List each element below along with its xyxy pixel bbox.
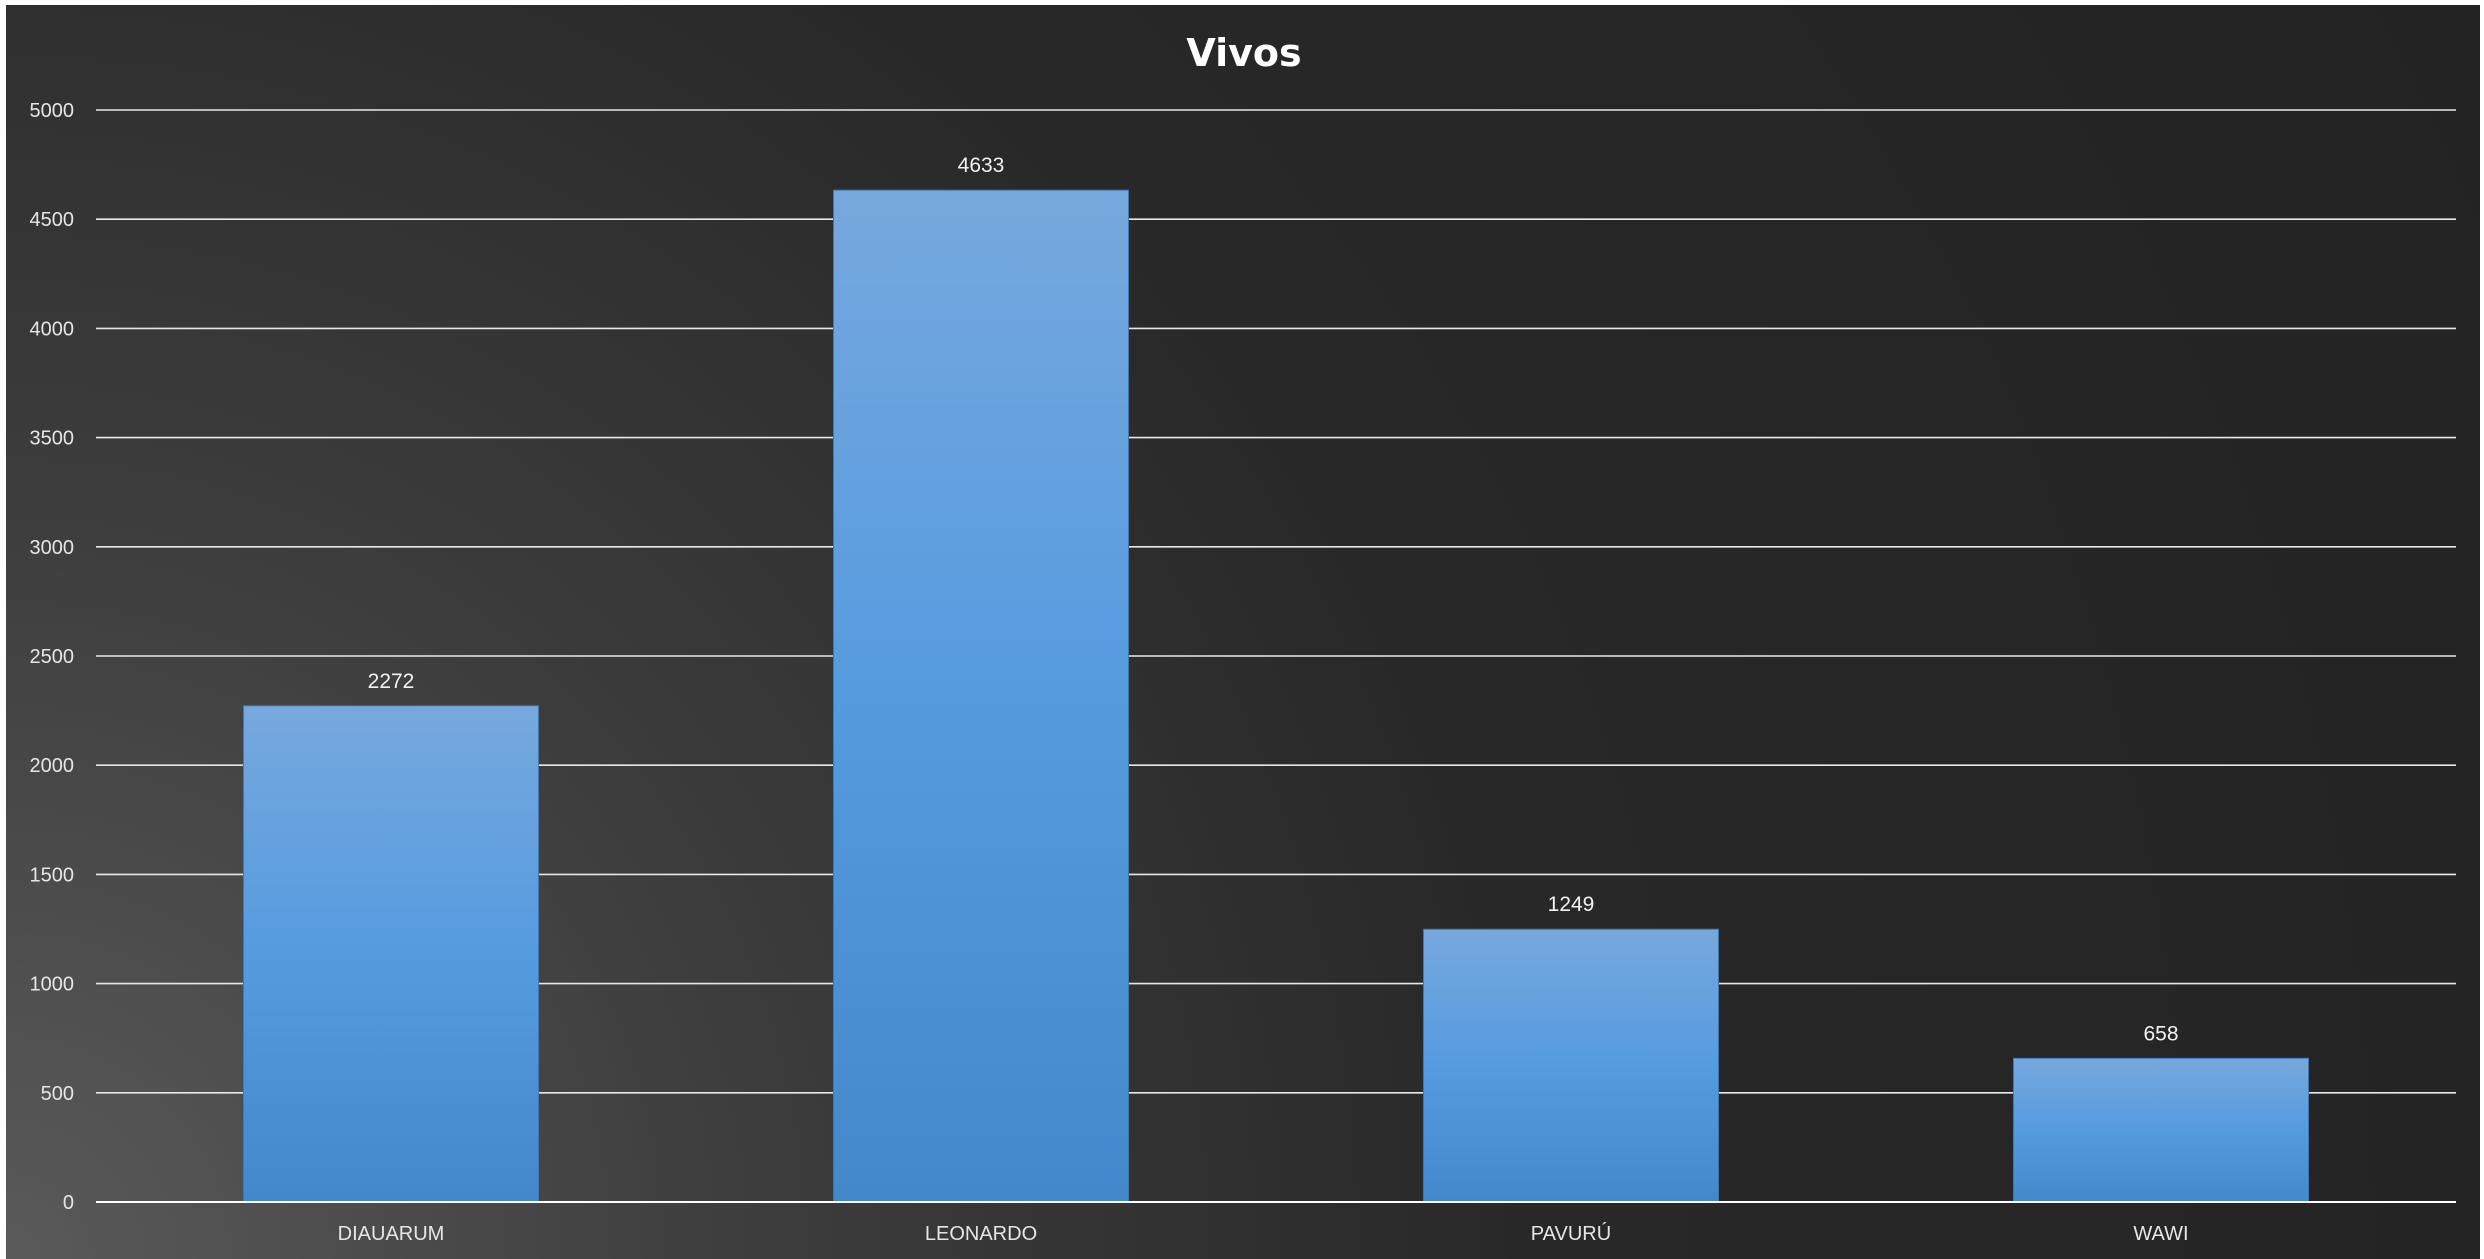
bar-wawi: [2013, 1057, 2309, 1203]
bars: [243, 189, 2309, 1203]
chart-title: Vivos: [1186, 31, 1301, 75]
y-tick-label: 4500: [30, 209, 75, 231]
x-category-label: PAVURÚ: [1531, 1222, 1611, 1245]
bar-diauarum: [243, 705, 539, 1203]
x-category-label: WAWI: [2133, 1223, 2188, 1245]
bar-pavurú: [1423, 928, 1719, 1203]
data-labels: 2272 4633 1249 658: [368, 154, 2179, 1045]
x-category-label: DIAUARUM: [338, 1223, 445, 1245]
y-tick-label: 500: [41, 1083, 74, 1105]
x-axis-categories: DIAUARUM LEONARDO PAVURÚ WAWI: [338, 1222, 2189, 1245]
data-label: 2272: [368, 670, 415, 693]
y-tick-label: 2000: [30, 755, 75, 777]
y-tick-label: 5000: [30, 100, 75, 122]
y-axis-ticks: 0 500 1000 1500 2000 2500 3000 3500 4000 4500 5000: [30, 100, 75, 1214]
y-tick-label: 3500: [30, 428, 75, 450]
data-label: 4633: [958, 154, 1005, 177]
y-tick-label: 2500: [30, 646, 75, 668]
y-tick-label: 4000: [30, 318, 75, 340]
bar-leonardo: [833, 189, 1129, 1203]
y-tick-label: 1000: [30, 974, 75, 996]
y-tick-label: 0: [63, 1192, 74, 1214]
y-tick-label: 3000: [30, 537, 75, 559]
data-label: 658: [2143, 1022, 2178, 1045]
x-category-label: LEONARDO: [925, 1223, 1037, 1245]
data-label: 1249: [1548, 893, 1595, 916]
y-tick-label: 1500: [30, 864, 75, 886]
